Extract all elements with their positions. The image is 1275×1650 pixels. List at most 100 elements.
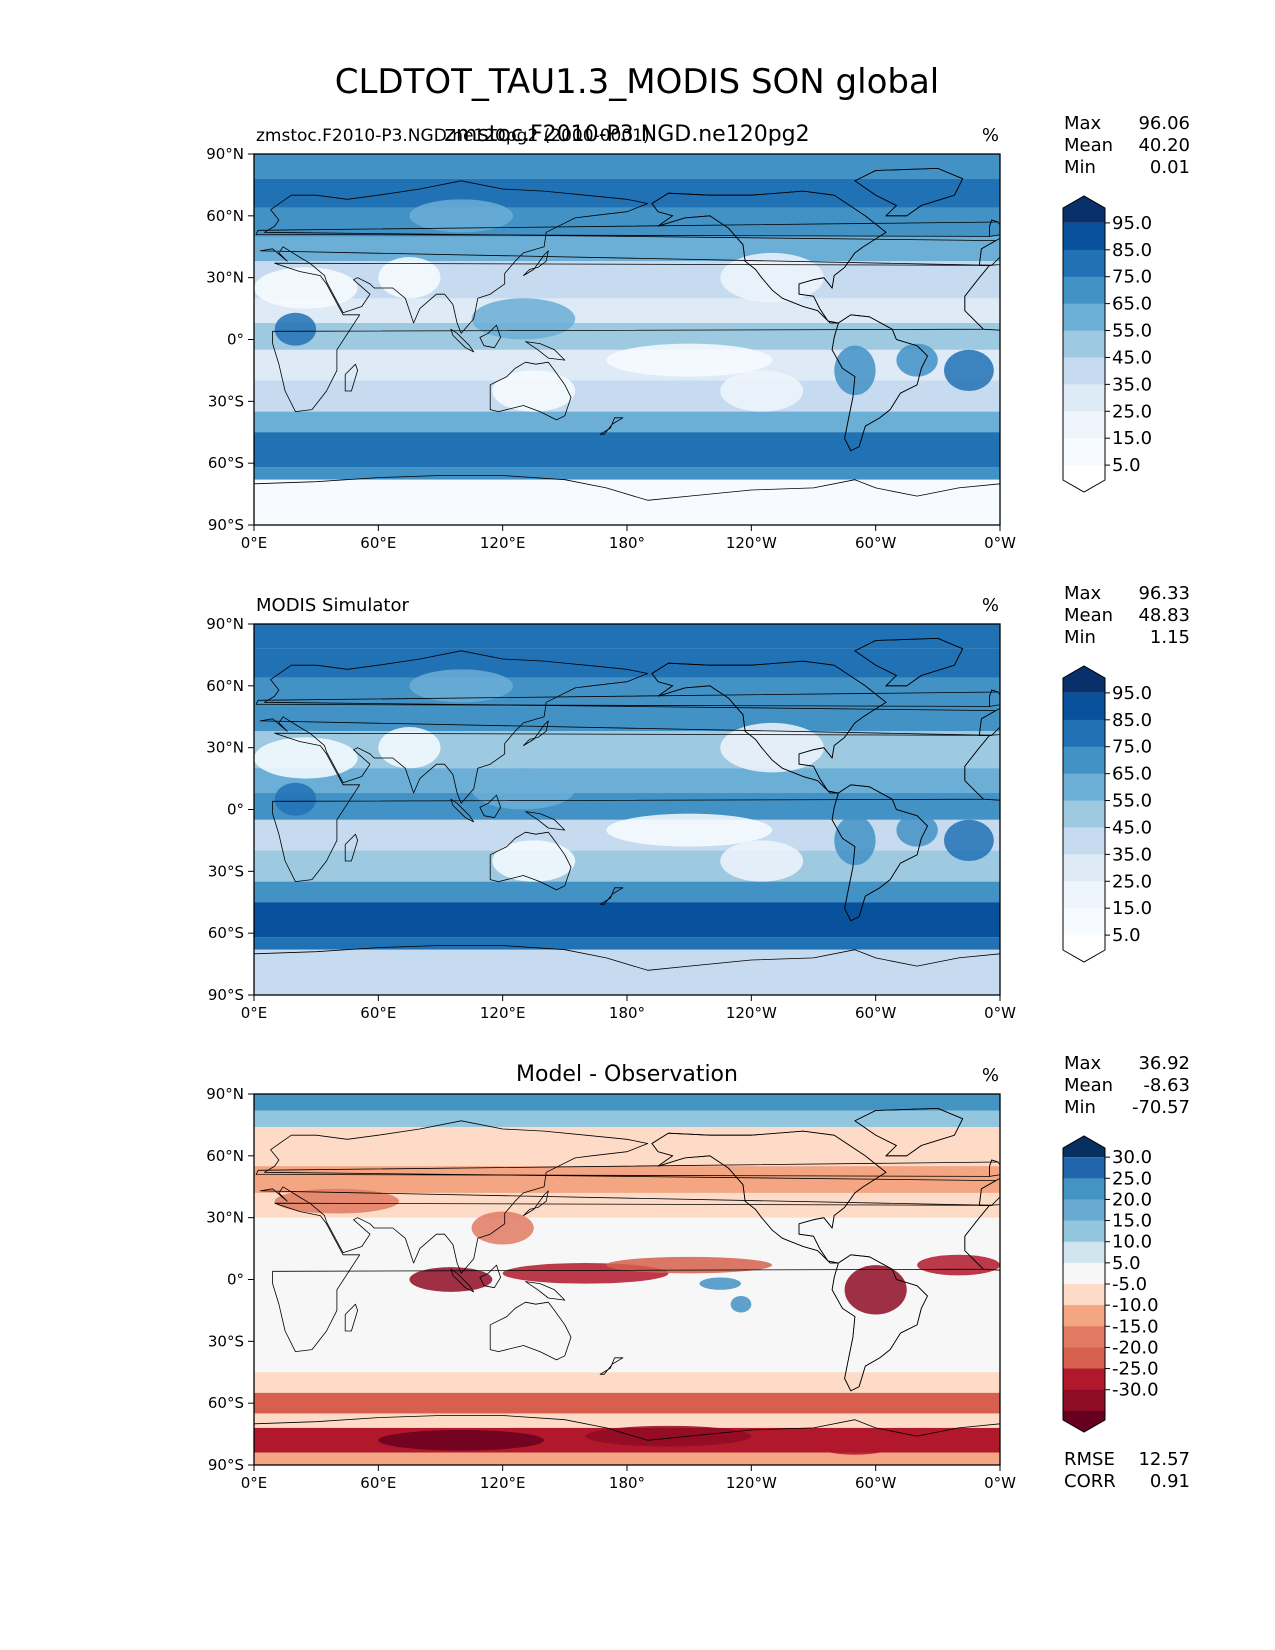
- colorbar-segment: [1063, 1326, 1105, 1348]
- x-tick-label: 0°W: [984, 1474, 1016, 1492]
- colorbar-segment: [1063, 1284, 1105, 1306]
- coastlines: [254, 637, 1000, 995]
- axis-ticks: 0°E 60°E 120°E 180° 120°W 60°W 0°W 90°N 60°N 30°N…: [206, 145, 1016, 552]
- x-tick-label: 120°E: [480, 534, 526, 552]
- x-tick-label: 180°: [609, 1474, 645, 1492]
- y-tick-label: 60°N: [206, 1147, 244, 1165]
- x-tick-label: 120°E: [480, 1004, 526, 1022]
- x-tick-label: 120°W: [726, 1474, 777, 1492]
- colorbar-label: 95.0: [1112, 683, 1152, 704]
- x-tick-label: 0°E: [241, 534, 268, 552]
- x-tick-label: 180°: [609, 534, 645, 552]
- panel-title-center: Model - Observation: [516, 1062, 738, 1087]
- colorbar-label: 75.0: [1112, 267, 1152, 288]
- colorbar-segment: [1063, 854, 1105, 882]
- colorbar-segment: [1063, 330, 1105, 358]
- colorbar-segment: [1063, 1136, 1105, 1158]
- y-tick-label: 60°S: [208, 924, 244, 942]
- stat-value: 1.15: [1150, 627, 1190, 648]
- colorbar-label: -25.0: [1112, 1359, 1159, 1380]
- colorbar-segment: [1063, 276, 1105, 305]
- colorbar-segment: [1063, 746, 1105, 775]
- panel-title-left: MODIS Simulator: [256, 595, 409, 616]
- colorbar-segment: [1063, 196, 1105, 223]
- y-tick-label: 30°S: [208, 392, 244, 410]
- figure-title: CLDTOT_TAU1.3_MODIS SON global: [335, 62, 939, 102]
- colorbar-segment: [1063, 719, 1105, 748]
- y-tick-label: 60°N: [206, 677, 244, 695]
- y-tick-label: 30°S: [208, 862, 244, 880]
- colorbar-label: 45.0: [1112, 817, 1152, 838]
- stat-value: -8.63: [1143, 1075, 1190, 1096]
- panel-title-left: zmstoc.F2010-P3.NGD.ne120pg2 (2000-0001): [256, 126, 650, 146]
- colorbar-label: 85.0: [1112, 710, 1152, 731]
- stats-block: Max 96.06 Mean 40.20 Min 0.01: [1064, 113, 1190, 178]
- y-tick-label: 30°S: [208, 1332, 244, 1350]
- stat-value: 48.83: [1138, 605, 1190, 626]
- stat-label: Mean: [1064, 1075, 1113, 1096]
- colorbar-segment: [1063, 1389, 1105, 1412]
- panel-test: 0°E 60°E 120°E 180° 120°W 60°W 0°W 90°N 60°N 30°N…: [206, 113, 1190, 552]
- colorbar-segment: [1063, 357, 1105, 385]
- stats-block: Max 96.33 Mean 48.83 Min 1.15: [1064, 583, 1190, 648]
- coastlines: [254, 167, 1000, 525]
- colorbar-segment: [1063, 1178, 1105, 1200]
- y-tick-label: 60°S: [208, 454, 244, 472]
- colorbar-segment: [1063, 935, 1105, 962]
- colorbar-segment: [1063, 222, 1105, 251]
- colorbar-label: 15.0: [1112, 428, 1152, 449]
- colorbar-segment: [1063, 908, 1105, 936]
- colorbar-label: 35.0: [1112, 844, 1152, 865]
- colorbar-segment: [1063, 1157, 1105, 1179]
- colorbar-segment: [1063, 465, 1105, 492]
- panel-diff: 0°E 60°E 120°E 180° 120°W 60°W 0°W 90°N 60°N 30°N…: [206, 1053, 1190, 1492]
- stat-label: Max: [1064, 583, 1102, 604]
- stat-label: Mean: [1064, 605, 1113, 626]
- colorbar-segment: [1063, 411, 1105, 439]
- colorbar-segment: [1063, 692, 1105, 721]
- x-tick-label: 0°E: [241, 1474, 268, 1492]
- colorbar-label: 10.0: [1112, 1232, 1152, 1253]
- y-tick-label: 90°S: [208, 516, 244, 534]
- stat-value: 96.33: [1138, 583, 1190, 604]
- axis-ticks: 0°E 60°E 120°E 180° 120°W 60°W 0°W 90°N 60°N 30°N…: [206, 1085, 1016, 1492]
- x-tick-label: 60°E: [360, 1474, 396, 1492]
- map-field: [254, 1094, 1000, 1465]
- colorbar-label: 75.0: [1112, 737, 1152, 758]
- y-tick-label: 60°S: [208, 1394, 244, 1412]
- colorbar-segment: [1063, 303, 1105, 332]
- stat-label: CORR: [1064, 1471, 1116, 1492]
- colorbar-segment: [1063, 1220, 1105, 1243]
- map-field: [254, 154, 1000, 525]
- colorbar-segment: [1063, 881, 1105, 909]
- x-tick-label: 180°: [609, 1004, 645, 1022]
- colorbar: 30.025.020.015.010.05.0-5.0-10.0-15.0-20…: [1062, 1135, 1159, 1433]
- x-tick-label: 120°E: [480, 1474, 526, 1492]
- colorbar-label: 5.0: [1112, 455, 1141, 476]
- y-tick-label: 30°N: [206, 269, 244, 287]
- units-label: %: [982, 125, 999, 146]
- colorbar-label: 25.0: [1112, 871, 1152, 892]
- error-stats-block: RMSE 12.57 CORR 0.91: [1064, 1449, 1190, 1492]
- colorbar-label: 25.0: [1112, 401, 1152, 422]
- colorbar-label: 35.0: [1112, 374, 1152, 395]
- colorbar-segment: [1063, 1410, 1105, 1432]
- colorbar-segment: [1063, 438, 1105, 466]
- y-tick-label: 90°S: [208, 1456, 244, 1474]
- stat-label: Min: [1064, 1097, 1096, 1118]
- colorbar-segment: [1063, 827, 1105, 855]
- colorbar-segment: [1063, 1262, 1105, 1285]
- map-field: [254, 624, 1000, 995]
- stat-label: Min: [1064, 627, 1096, 648]
- colorbar-label: -5.0: [1112, 1274, 1147, 1295]
- colorbar-segment: [1063, 800, 1105, 828]
- colorbar-label: 30.0: [1112, 1147, 1152, 1168]
- colorbar-label: 55.0: [1112, 791, 1152, 812]
- x-tick-label: 60°E: [360, 534, 396, 552]
- y-tick-label: 30°N: [206, 1209, 244, 1227]
- colorbar-segment: [1063, 1305, 1105, 1327]
- colorbar-label: 15.0: [1112, 1211, 1152, 1232]
- y-tick-label: 0°: [227, 801, 244, 819]
- colorbar-label: -20.0: [1112, 1337, 1159, 1358]
- stat-label: Max: [1064, 113, 1102, 134]
